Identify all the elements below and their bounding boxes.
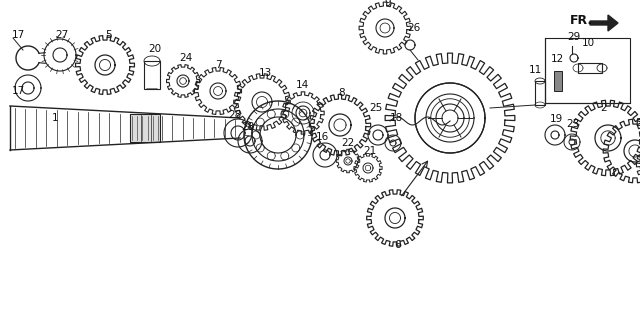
Text: 8: 8 (339, 88, 346, 98)
Text: 2: 2 (601, 103, 607, 113)
Text: 12: 12 (550, 54, 564, 64)
Bar (535, 81, 545, 105)
Text: 11: 11 (529, 65, 541, 75)
Text: 28: 28 (228, 110, 242, 120)
Text: 6: 6 (395, 240, 401, 250)
Text: 14: 14 (296, 80, 308, 90)
Text: 23: 23 (566, 119, 580, 129)
Text: 22: 22 (341, 138, 355, 148)
Text: 16: 16 (316, 132, 328, 142)
Text: 29: 29 (568, 32, 580, 42)
Text: 20: 20 (148, 44, 161, 54)
Text: 17: 17 (12, 30, 24, 40)
Bar (545, 38, 630, 103)
Bar (130, 114, 160, 142)
Text: 27: 27 (56, 30, 68, 40)
Text: FR.: FR. (570, 14, 593, 28)
Text: 1: 1 (52, 113, 58, 123)
Text: 25: 25 (369, 103, 383, 113)
Text: 17: 17 (12, 86, 24, 96)
Polygon shape (590, 15, 618, 31)
Text: 24: 24 (179, 53, 193, 63)
Text: 9: 9 (385, 0, 391, 8)
Text: 13: 13 (259, 68, 271, 78)
Text: 5: 5 (105, 30, 111, 40)
Text: 7: 7 (214, 60, 221, 70)
Text: 26: 26 (408, 23, 420, 33)
Text: 10: 10 (581, 38, 595, 48)
Text: 21: 21 (364, 146, 376, 156)
Text: 28: 28 (241, 122, 255, 132)
Bar (144, 61, 160, 89)
Text: 18: 18 (389, 113, 403, 123)
Text: 19: 19 (549, 114, 563, 124)
Text: 3: 3 (635, 118, 640, 128)
Bar (578, 63, 602, 73)
Bar (554, 71, 562, 91)
